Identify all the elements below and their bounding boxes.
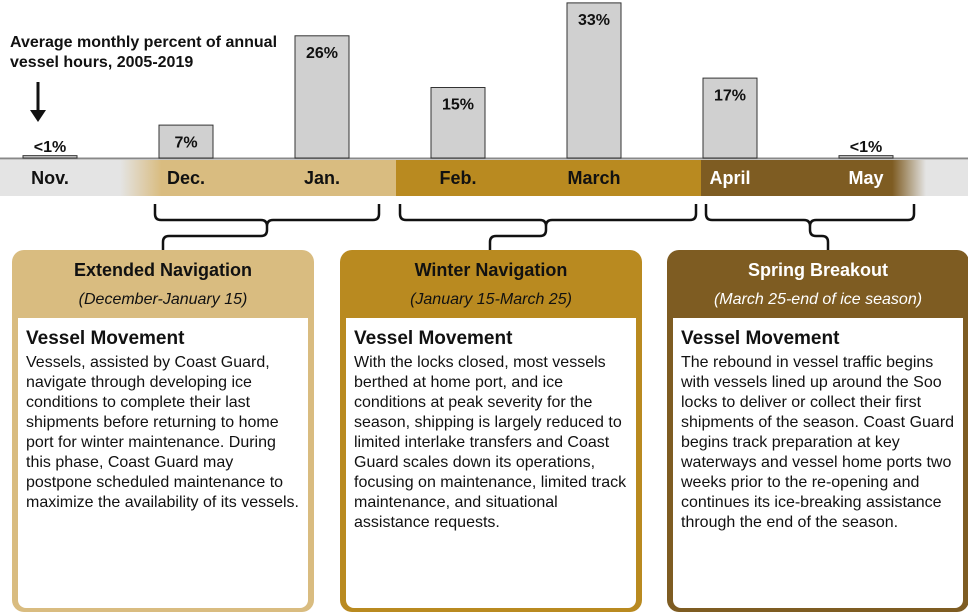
phase-body: The rebound in vessel traffic begins wit… — [681, 354, 955, 531]
chart: <1% Nov. 7% Dec. 26% Jan. 15% Feb. 33% March 17% Ap… — [0, 2, 968, 250]
phase-subtitle: (March 25-end of ice season) — [713, 291, 923, 308]
phase-subtitle: (January 15-March 25) — [410, 291, 572, 308]
bar — [22, 155, 78, 159]
phase-band — [120, 160, 396, 196]
chart-title: Average monthly percent of annual vessel… — [10, 34, 278, 71]
value-label: 33% — [578, 12, 610, 29]
x-tick-label: Feb. — [439, 168, 476, 188]
x-tick-label: March — [567, 168, 620, 188]
phase-body: With the locks closed, most vessels bert… — [354, 354, 627, 531]
value-label: 15% — [442, 97, 474, 114]
phase-title: Spring Breakout — [747, 260, 889, 280]
x-tick-label: April — [709, 168, 750, 188]
bar — [702, 77, 758, 159]
phase-heading: Vessel Movement — [681, 328, 840, 349]
phase-band — [701, 160, 926, 196]
x-tick-label: Dec. — [167, 168, 205, 188]
phase-body-box: Vessel Movement With the locks closed, m… — [346, 318, 636, 608]
phase-panel: Extended Navigation (December-January 15… — [12, 250, 314, 612]
value-label: 26% — [306, 45, 338, 62]
phase-title: Extended Navigation — [73, 260, 253, 280]
bar — [838, 155, 894, 159]
x-tick-label: May — [848, 168, 883, 188]
value-label: 17% — [714, 87, 746, 104]
phase-heading: Vessel Movement — [26, 328, 185, 349]
x-tick-label: Jan. — [304, 168, 340, 188]
phase-body-box: Vessel Movement Vessels, assisted by Coa… — [18, 318, 308, 608]
phase-title: Winter Navigation — [414, 260, 568, 280]
phase-subtitle: (December-January 15) — [78, 291, 248, 308]
bar — [566, 2, 622, 159]
bar — [158, 124, 214, 159]
arrow — [30, 82, 46, 122]
bar — [294, 35, 350, 159]
value-label: <1% — [34, 139, 66, 156]
phase-panel: Spring Breakout (March 25-end of ice sea… — [667, 250, 968, 612]
value-label: <1% — [850, 139, 882, 156]
phase-body: Vessels, assisted by Coast Guard, naviga… — [26, 354, 299, 511]
bar — [430, 87, 486, 159]
x-tick-label: Nov. — [31, 168, 69, 188]
phase-body-box: Vessel Movement The rebound in vessel tr… — [673, 318, 963, 608]
phase-heading: Vessel Movement — [354, 328, 513, 349]
phase-band — [396, 160, 701, 196]
braces — [153, 204, 916, 250]
phase-panel: Winter Navigation (January 15-March 25) … — [340, 250, 642, 612]
value-label: 7% — [174, 134, 197, 151]
